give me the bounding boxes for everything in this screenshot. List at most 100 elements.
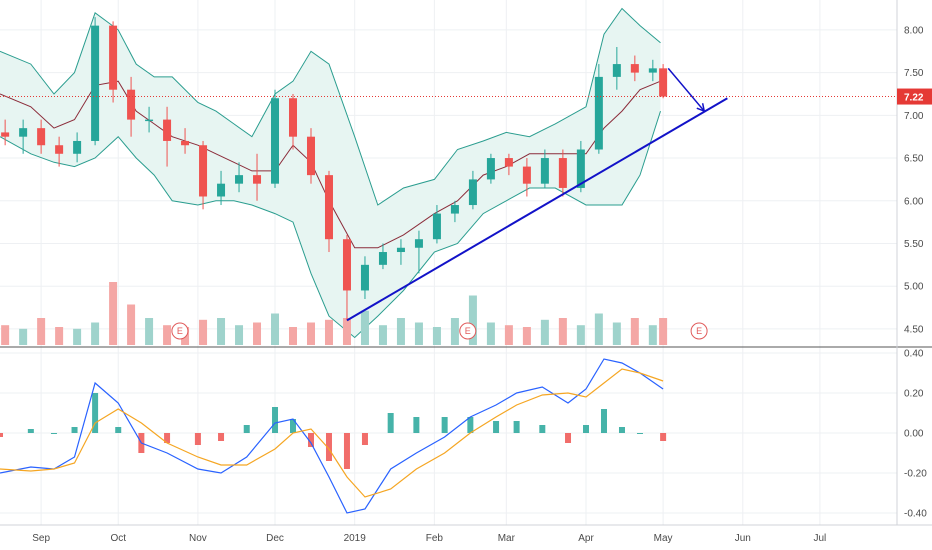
volume-bar [37, 318, 46, 345]
upper-band [0, 7, 661, 206]
volume-bar [558, 318, 567, 345]
volume-bar [450, 318, 459, 345]
y-tick-label: 7.00 [904, 111, 924, 122]
signal-line [0, 368, 664, 498]
volume-bar [504, 325, 513, 345]
candle-body [55, 145, 64, 154]
y-tick-label: 6.50 [904, 154, 924, 165]
histogram-bar [636, 433, 643, 434]
histogram-bar [0, 433, 3, 437]
volume-bar [271, 313, 280, 345]
macd-y-tick-label: 0.00 [904, 429, 924, 440]
candle-body [342, 239, 351, 291]
histogram-bar [50, 433, 57, 434]
histogram-bar [325, 433, 332, 461]
candle-body [450, 205, 459, 214]
volume-bar [612, 322, 621, 345]
volume-bar [360, 310, 369, 345]
candle-body [612, 64, 621, 77]
macd-y-tick-label: -0.20 [904, 469, 927, 480]
volume-bar [630, 318, 639, 345]
histogram-bar [115, 427, 122, 433]
candle-body [432, 213, 441, 240]
volume-bar [432, 327, 441, 345]
y-tick-label: 5.00 [904, 282, 924, 293]
volume-bar [468, 295, 477, 345]
candle-body [468, 179, 477, 206]
candle-body [378, 252, 387, 265]
candle-body [414, 239, 423, 248]
histogram-bar [218, 433, 225, 441]
candle-body [235, 175, 244, 184]
histogram-bar [272, 407, 279, 433]
volume-bar [522, 327, 531, 345]
candle-body [522, 166, 531, 184]
volume-bar [396, 318, 405, 345]
histogram-bar [387, 413, 394, 433]
volume-bar [486, 322, 495, 345]
candle-body [253, 175, 262, 184]
volume-bar [594, 313, 603, 345]
x-tick-label: Oct [110, 533, 126, 544]
histogram-bar [618, 427, 625, 433]
histogram-bar [583, 425, 590, 433]
volume-bar [127, 304, 136, 345]
volume-bar [145, 318, 154, 345]
macd-y-tick-label: -0.40 [904, 509, 927, 520]
volume-bar [163, 325, 172, 345]
volume-bar [109, 282, 118, 345]
histogram-bar [513, 421, 520, 433]
histogram-bar [290, 419, 297, 433]
histogram-bar [441, 417, 448, 433]
candle-body [127, 89, 136, 120]
y-tick-label: 8.00 [904, 25, 924, 36]
x-tick-label: Mar [498, 533, 516, 544]
x-tick-label: Nov [189, 533, 207, 544]
histogram-bar [539, 425, 546, 433]
histogram-bar [164, 433, 171, 443]
histogram-bar [660, 433, 667, 441]
histogram-bar [493, 421, 500, 433]
volume-bar [199, 319, 208, 345]
histogram-bar [565, 433, 572, 443]
x-tick-label: Feb [426, 533, 444, 544]
candle-body [540, 158, 549, 184]
projection-arrow-head [696, 103, 706, 113]
volume-bar [324, 319, 333, 345]
projection-arrow [667, 67, 705, 112]
volume-bar [659, 318, 668, 345]
candle-body [486, 158, 495, 180]
x-tick-label: Sep [32, 533, 50, 544]
candle-body [659, 68, 668, 97]
volume-bar [253, 322, 262, 345]
x-tick-label: May [654, 533, 673, 544]
candle-body [163, 119, 172, 141]
x-tick-label: Jul [813, 533, 826, 544]
candle-body [37, 128, 46, 146]
candle-body [576, 149, 585, 188]
volume-bar [414, 322, 423, 345]
candle-body [91, 25, 100, 141]
candle-body [630, 64, 639, 73]
x-tick-label: 2019 [344, 533, 367, 544]
volume-bar [1, 325, 10, 345]
candle-body [109, 25, 118, 90]
candle-body [360, 264, 369, 291]
candle-body [19, 128, 28, 137]
candle-body [217, 183, 226, 197]
volume-bar [91, 322, 100, 345]
volume-bar [55, 327, 64, 345]
volume-bar [342, 318, 351, 345]
candle-body [504, 158, 513, 167]
candle-body [145, 119, 154, 122]
histogram-bar [343, 433, 350, 469]
y-tick-label: 7.50 [904, 68, 924, 79]
y-tick-label: 4.50 [904, 324, 924, 335]
histogram-bar [600, 409, 607, 433]
histogram-bar [92, 393, 99, 433]
candle-body [271, 98, 280, 184]
volume-bar [378, 325, 387, 345]
candle-body [396, 247, 405, 253]
